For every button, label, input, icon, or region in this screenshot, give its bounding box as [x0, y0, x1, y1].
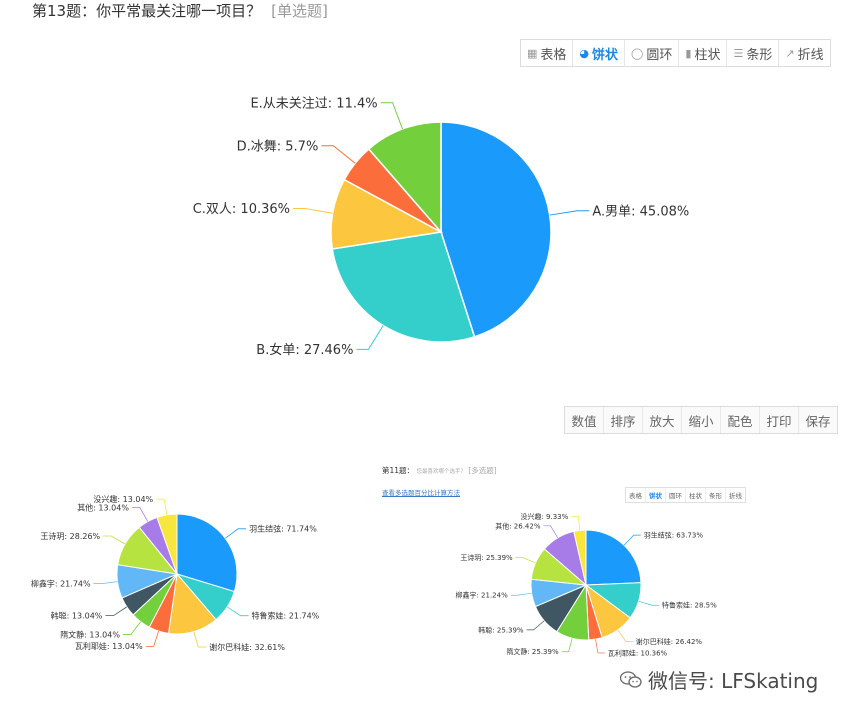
chart-action-toolbar: 数值 排序 放大 缩小 配色 打印 保存	[564, 406, 838, 434]
mini-question-title: 第11题： 您最喜欢哪个选手？ [多选题]	[382, 466, 497, 475]
pie-label-line	[156, 498, 168, 515]
mini-tab-line[interactable]: 折线	[729, 492, 742, 500]
pie-slice[interactable]	[367, 121, 442, 235]
pie-label: 没兴趣: 9.33%	[520, 512, 568, 521]
pie-label: 柳鑫宇: 21.74%	[31, 578, 91, 588]
question-title: 第13题：你平常最关注哪一项目？ [单选题]	[32, 0, 328, 21]
pie-label: A.男单: 45.08%	[592, 204, 689, 219]
pie-label-line	[93, 581, 118, 585]
pie-label-line	[122, 621, 141, 635]
pie-label-line	[225, 528, 247, 539]
pie-label: 韩聪: 25.39%	[478, 625, 524, 634]
tab-pie[interactable]: ◕ 饼状	[573, 40, 626, 66]
pie-label: 其他: 26.42%	[495, 521, 541, 530]
pie-slice[interactable]	[330, 178, 444, 250]
pie-label-line	[293, 208, 333, 214]
pie-label: 瓦利耶娃: 13.04%	[75, 641, 143, 651]
pie-label: 特鲁索娃: 21.74%	[252, 610, 320, 620]
pie-label-line	[510, 592, 532, 596]
pie-label-line	[617, 629, 633, 642]
zoom-out-button[interactable]: 缩小	[682, 407, 721, 433]
print-button[interactable]: 打印	[760, 407, 799, 433]
pie-label: 隋文静: 25.39%	[506, 647, 559, 656]
line-icon: ↗	[785, 46, 795, 60]
chart-type-toolbar: ▦ 表格 ◕ 饼状 ◯ 圆环 ▮ 柱状 ☰ 条形 ↗ 折线	[520, 39, 831, 67]
pie-label: 羽生结弦: 71.74%	[249, 524, 317, 534]
pie-label: 羽生结弦: 63.73%	[644, 531, 704, 540]
pie-slice[interactable]	[156, 513, 178, 575]
calc-method-link[interactable]: 查看多选题百分比计算方法	[382, 489, 460, 497]
zoom-in-button[interactable]: 放大	[643, 407, 682, 433]
hbar-icon: ☰	[733, 46, 744, 60]
wechat-icon	[620, 670, 642, 688]
pie-label-line	[356, 325, 384, 350]
pie-label-line	[543, 525, 559, 539]
pie-label-line	[638, 600, 659, 606]
question-text: 第13题：你平常最关注哪一项目？	[32, 2, 262, 20]
pie-slice[interactable]	[573, 529, 587, 586]
pie-label-line	[145, 630, 159, 647]
save-button[interactable]: 保存	[799, 407, 837, 433]
pie-label: 特鲁索娃: 28.5%	[662, 601, 717, 610]
pie-label: 柳鑫宇: 21.24%	[455, 591, 508, 600]
pie-label-line	[595, 639, 605, 654]
mini-chart-toolbar: 表格 饼状 圆环 柱状 条形 折线	[625, 487, 746, 503]
pie-label: 谢尔巴科娃: 32.61%	[209, 642, 285, 652]
sort-button[interactable]: 排序	[604, 407, 643, 433]
left-pie-chart: 羽生结弦: 71.74% 特鲁索娃: 21.74% 谢尔巴科娃: 32.61% 瓦利耶…	[31, 494, 320, 652]
pie-slice[interactable]	[585, 529, 642, 586]
pie-label: 谢尔巴科娃: 26.42%	[636, 637, 703, 646]
pie-label-line	[131, 507, 149, 522]
pie-label-line	[571, 516, 581, 531]
pie-label: D.冰舞: 5.7%	[237, 139, 319, 154]
pie-label: 没兴趣: 13.04%	[93, 494, 153, 504]
pie-icon: ◕	[579, 46, 590, 60]
pie-label-line	[321, 145, 356, 164]
values-button[interactable]: 数值	[565, 407, 604, 433]
pie-label-line	[380, 102, 403, 130]
pie-label: 其他: 13.04%	[77, 502, 129, 512]
question-type: [单选题]	[271, 2, 328, 20]
pie-label: 隋文静: 13.04%	[60, 629, 120, 639]
pie-label-line	[515, 557, 536, 564]
watermark-text: 微信号: LFSkating	[648, 669, 819, 693]
mini-tab-hbar[interactable]: 条形	[706, 488, 726, 502]
pie-label: 王诗玥: 28.26%	[40, 531, 100, 541]
right-pie-chart: 羽生结弦: 63.73% 特鲁索娃: 28.5% 谢尔巴科娃: 26.42% 瓦利耶娃…	[455, 512, 717, 658]
pie-label: E.从未关注过: 11.4%	[250, 96, 377, 111]
tab-table[interactable]: ▦ 表格	[521, 40, 574, 66]
pie-label: 韩聪: 13.04%	[51, 610, 103, 620]
tab-hbar[interactable]: ☰ 条形	[727, 40, 780, 66]
bar-icon: ▮	[685, 46, 692, 60]
color-button[interactable]: 配色	[721, 407, 760, 433]
tab-donut[interactable]: ◯ 圆环	[625, 40, 680, 66]
pie-label-line	[105, 606, 128, 617]
pie-label: 瓦利耶娃: 10.36%	[608, 648, 668, 657]
pie-label: C.双人: 10.36%	[193, 202, 290, 217]
tab-bar[interactable]: ▮ 柱状	[679, 40, 728, 66]
table-icon: ▦	[527, 46, 538, 60]
mini-tab-table[interactable]: 表格	[626, 488, 646, 502]
pie-label-line	[193, 631, 207, 648]
pie-label-line	[103, 535, 126, 545]
mini-tab-donut[interactable]: 圆环	[666, 488, 686, 502]
pie-label-line	[226, 606, 249, 617]
mini-tab-pie[interactable]: 饼状	[646, 488, 666, 502]
pie-label-line	[526, 620, 545, 631]
pie-label-line	[623, 534, 641, 546]
tab-line[interactable]: ↗ 折线	[785, 46, 824, 63]
pie-label-line	[549, 210, 590, 216]
mini-tab-bar[interactable]: 柱状	[686, 488, 706, 502]
donut-icon: ◯	[631, 46, 644, 60]
main-pie-chart: A.男单: 45.08% B.女单: 27.46% C.双人: 10.36% D.冰舞…	[193, 96, 690, 358]
pie-label: B.女单: 27.46%	[256, 342, 353, 358]
pie-label: 王诗玥: 25.39%	[460, 553, 513, 562]
pie-label-line	[561, 638, 573, 653]
watermark: 微信号: LFSkating	[620, 665, 818, 694]
